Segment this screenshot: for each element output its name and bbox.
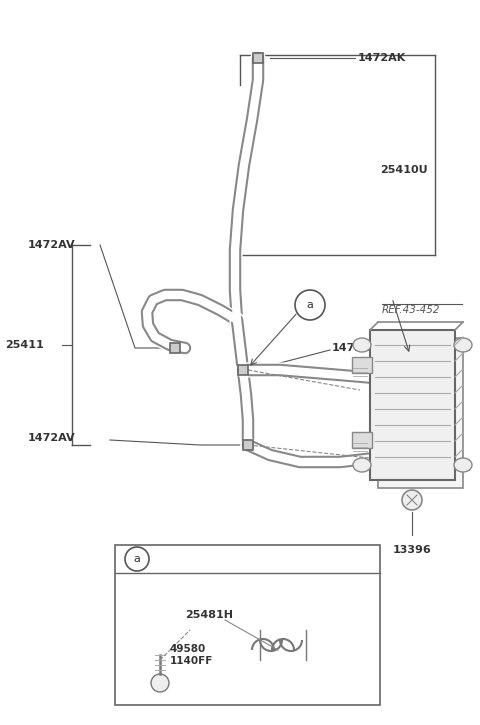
Text: 1472AV: 1472AV: [28, 240, 76, 250]
Circle shape: [402, 490, 422, 510]
Text: 1472AV: 1472AV: [28, 433, 76, 443]
Ellipse shape: [353, 458, 371, 472]
Bar: [243, 440, 253, 450]
Circle shape: [295, 290, 325, 320]
Bar: [352, 432, 372, 448]
Bar: [253, 53, 263, 63]
Bar: [115, 545, 380, 705]
Ellipse shape: [454, 338, 472, 352]
Bar: [238, 365, 248, 375]
Text: a: a: [133, 554, 141, 564]
Bar: [170, 343, 180, 353]
Bar: [378, 338, 463, 488]
Circle shape: [151, 674, 169, 692]
Ellipse shape: [353, 338, 371, 352]
Text: 13396: 13396: [393, 545, 432, 555]
Ellipse shape: [454, 458, 472, 472]
Text: 25411: 25411: [5, 340, 44, 350]
Text: 1472AV: 1472AV: [332, 343, 380, 353]
Bar: [370, 330, 455, 480]
Circle shape: [125, 547, 149, 571]
Text: 25481H: 25481H: [185, 610, 233, 620]
Text: 25410U: 25410U: [380, 165, 428, 175]
Text: REF.43-452: REF.43-452: [382, 305, 441, 315]
Text: 1472AK: 1472AK: [358, 53, 406, 63]
Text: a: a: [307, 300, 313, 310]
Text: 49580
1140FF: 49580 1140FF: [170, 644, 214, 666]
Bar: [352, 357, 372, 373]
